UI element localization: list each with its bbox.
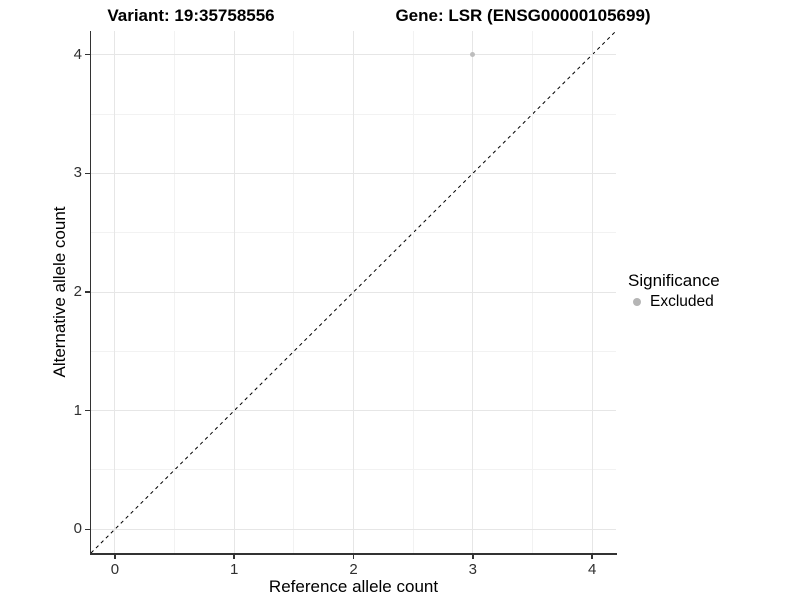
data-point (470, 52, 476, 58)
x-tick-mark (114, 554, 116, 559)
y-tick-mark (85, 291, 90, 293)
y-tick-label: 3 (73, 164, 82, 182)
legend: Significance Excluded (628, 271, 720, 311)
x-tick-mark (472, 554, 474, 559)
y-axis-title: Alternative allele count (50, 206, 69, 378)
gene-title: Gene: LSR (ENSG00000105699) (395, 6, 651, 25)
y-axis-line (90, 31, 92, 555)
plot-panel: Reference allele count 0 1 2 3 4 0 1 2 3 4 (74, 30, 617, 596)
legend-item-excluded: Excluded (628, 293, 720, 311)
x-tick-label: 0 (110, 561, 120, 578)
y-tick-mark (85, 528, 90, 531)
x-tick-mark (352, 554, 355, 559)
y-tick-label: 4 (73, 45, 82, 63)
y-tick-label: 2 (73, 283, 82, 300)
y-tick-label: 0 (73, 520, 82, 538)
y-tick-mark (85, 409, 90, 412)
y-tick-mark (85, 172, 90, 175)
identity-dashed-line (90, 30, 617, 554)
x-axis-title: Reference allele count (268, 577, 439, 596)
legend-title: Significance (628, 271, 720, 290)
variant-title: Variant: 19:35758556 (107, 6, 275, 25)
legend-item-label: Excluded (650, 293, 714, 310)
x-tick-label: 3 (468, 561, 477, 578)
x-tick-mark (233, 554, 235, 559)
x-tick-label: 2 (349, 561, 358, 578)
excluded-marker-icon (633, 298, 641, 306)
y-tick-mark (85, 53, 90, 56)
reference-line-layer (90, 30, 617, 554)
x-tick-label: 4 (587, 561, 597, 578)
x-axis-line (90, 553, 617, 555)
x-tick-label: 1 (230, 561, 239, 578)
x-tick-mark (591, 554, 593, 559)
y-tick-label: 1 (73, 401, 82, 419)
